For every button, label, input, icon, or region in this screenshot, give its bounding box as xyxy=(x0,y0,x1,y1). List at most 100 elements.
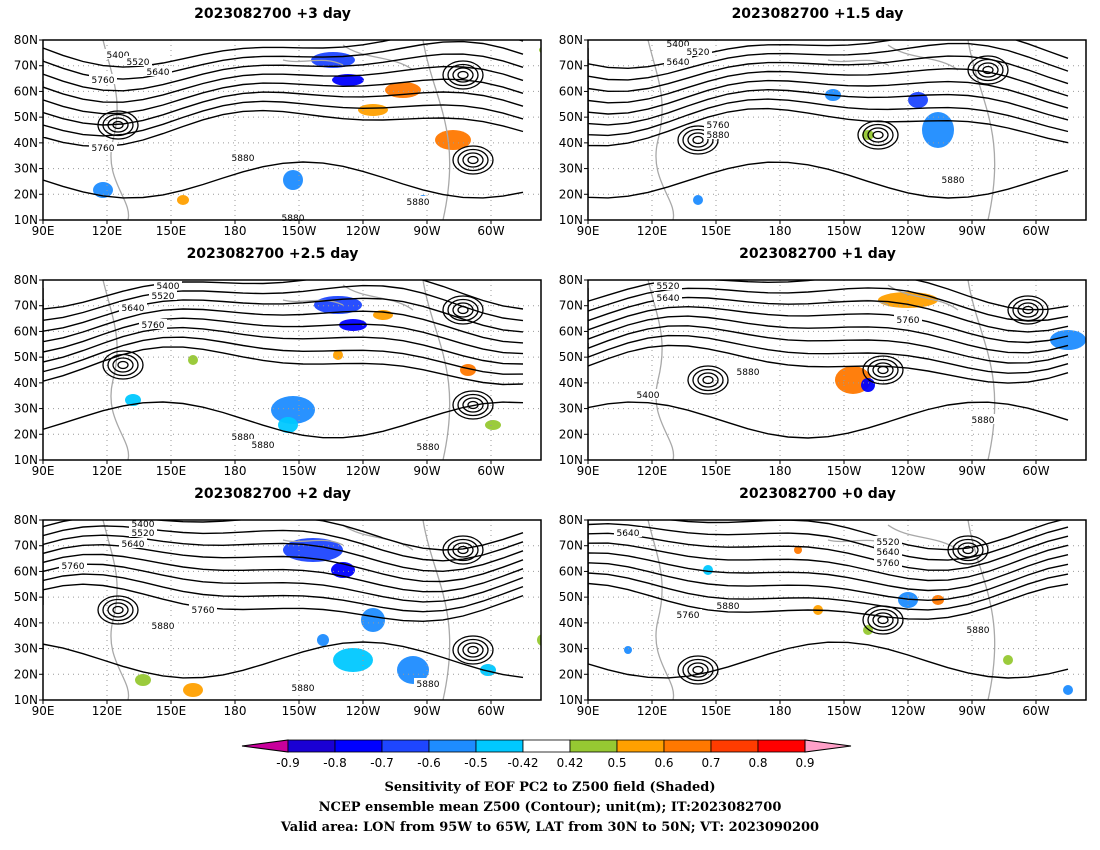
z500-contour xyxy=(588,305,1069,344)
colorbar-segment xyxy=(334,739,383,753)
lon-tick-label: 120W xyxy=(891,464,926,478)
contour-label: 5880 xyxy=(707,131,730,141)
closed-contour xyxy=(457,545,469,555)
closed-contour xyxy=(872,612,894,628)
closed-contour xyxy=(1017,302,1039,318)
sensitivity-patch xyxy=(283,170,303,190)
lat-tick-label: 50N xyxy=(559,590,583,604)
lon-tick-label: 90E xyxy=(32,224,55,238)
lat-tick-label: 40N xyxy=(559,136,583,150)
lon-tick-label: 120W xyxy=(346,464,381,478)
map-panel: 2023082700 +0 day 5640 5520 5640 5760 5760 58… xyxy=(545,480,1090,720)
lat-tick-label: 10N xyxy=(14,453,38,467)
colorbar-arrow-left xyxy=(241,739,289,753)
z500-contour xyxy=(588,520,1064,551)
contour-label: 5520 xyxy=(877,538,900,548)
closed-contour xyxy=(677,125,719,155)
contour-label-bg xyxy=(704,119,732,129)
contour-label: 5760 xyxy=(192,606,215,616)
sensitivity-patch xyxy=(485,420,501,430)
closed-contour xyxy=(692,368,724,392)
contour-label: 5760 xyxy=(142,321,165,331)
lat-tick-label: 80N xyxy=(14,33,38,47)
contour-label-bg xyxy=(874,536,902,546)
closed-contour xyxy=(112,120,124,130)
closed-contour xyxy=(687,662,709,678)
lon-tick-label: 60W xyxy=(477,464,504,478)
contour-label-bg xyxy=(149,290,177,300)
contour-label-bg xyxy=(249,439,277,449)
lon-tick-label: 90E xyxy=(32,464,55,478)
lat-tick-label: 20N xyxy=(14,667,38,681)
lat-tick-label: 60N xyxy=(14,324,38,338)
z500-contour xyxy=(588,98,1069,137)
colorbar-segment xyxy=(710,739,759,753)
closed-contour xyxy=(1012,298,1044,322)
lon-tick-label: 60W xyxy=(1022,704,1049,718)
lat-tick-label: 50N xyxy=(14,350,38,364)
coastline xyxy=(342,284,414,311)
sensitivity-patch xyxy=(537,634,541,646)
panel-title: 2023082700 +2.5 day xyxy=(186,246,359,262)
lon-tick-label: 120E xyxy=(637,224,668,238)
z500-contour xyxy=(588,79,1069,115)
lat-tick-label: 60N xyxy=(559,324,583,338)
contour-label: 5760 xyxy=(92,76,115,86)
lon-tick-label: 150W xyxy=(282,224,317,238)
colorbar-tick-label: -0.7 xyxy=(370,756,394,770)
closed-contour xyxy=(972,58,1004,82)
z500-contour xyxy=(43,284,524,322)
contour-label-bg xyxy=(289,682,317,692)
closed-contour xyxy=(857,120,899,150)
plot-frame xyxy=(587,279,1087,461)
coastline xyxy=(282,299,344,306)
closed-contour xyxy=(682,658,714,682)
lon-tick-label: 180 xyxy=(224,224,247,238)
contour-label: 5880 xyxy=(972,416,995,426)
lon-tick-label: 150E xyxy=(701,224,732,238)
closed-contour xyxy=(457,70,469,80)
lat-tick-label: 20N xyxy=(559,427,583,441)
colorbar-segment xyxy=(569,739,618,753)
closed-contour xyxy=(457,638,489,662)
contour-label: 5880 xyxy=(942,176,965,186)
contour-label: 5880 xyxy=(282,214,305,224)
contour-label: 5400 xyxy=(132,520,155,530)
lon-tick-label: 120E xyxy=(637,704,668,718)
lon-tick-label: 180 xyxy=(769,464,792,478)
contour-label-bg xyxy=(664,56,692,66)
plot-frame xyxy=(42,519,542,701)
colorbar-segment xyxy=(757,739,806,753)
closed-contour xyxy=(107,117,129,133)
lon-tick-label: 90W xyxy=(413,464,440,478)
contour-label-bg xyxy=(89,74,117,84)
closed-contour xyxy=(962,545,974,555)
lat-tick-label: 40N xyxy=(14,376,38,390)
lat-tick-label: 60N xyxy=(14,84,38,98)
z500-contour xyxy=(588,542,1069,582)
sensitivity-patch xyxy=(1050,330,1086,350)
sensitivity-patch xyxy=(135,674,151,686)
contour-label-bg xyxy=(119,538,147,548)
lon-tick-label: 60W xyxy=(1022,464,1049,478)
contour-label-bg xyxy=(279,212,307,222)
map-panel: 2023082700 +1.5 day 5400 5520 5640 5760 5880… xyxy=(545,0,1090,240)
contour-label: 5880 xyxy=(417,443,440,453)
lat-tick-label: 10N xyxy=(559,693,583,707)
lat-tick-label: 50N xyxy=(559,110,583,124)
contour-label: 5880 xyxy=(967,626,990,636)
contour-label-bg xyxy=(149,620,177,630)
lat-tick-label: 80N xyxy=(559,33,583,47)
sensitivity-patch xyxy=(333,350,343,360)
z500-contour xyxy=(43,53,524,92)
closed-contour xyxy=(682,128,714,152)
lat-tick-label: 70N xyxy=(559,299,583,313)
colorbar-tick-label: 0.5 xyxy=(607,756,627,770)
sensitivity-patch xyxy=(177,195,189,205)
colorbar-tick-label: -0.42 xyxy=(507,756,539,770)
lat-tick-label: 20N xyxy=(14,187,38,201)
caption-line-3: Valid area: LON from 95W to 65W, LAT fro… xyxy=(280,820,820,835)
z500-contour-5880 xyxy=(588,401,1069,439)
z500-contour xyxy=(588,562,1069,602)
closed-contour xyxy=(692,135,704,145)
